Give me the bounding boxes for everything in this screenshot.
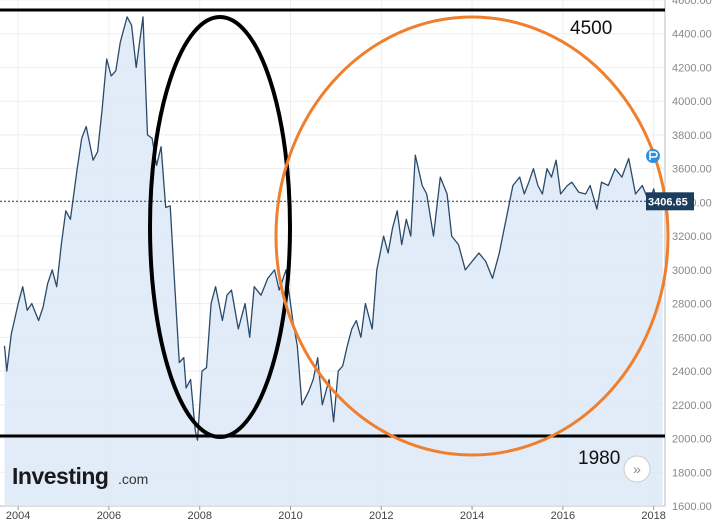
y-tick-label: 2200.00 [672,400,712,412]
y-tick-label: 2000.00 [672,434,712,446]
y-tick-label: 2800.00 [672,299,712,311]
x-tick-label: 2012 [369,510,393,522]
y-tick-label: 4000.00 [672,96,712,108]
y-tick-label: 3200.00 [672,231,712,243]
x-tick-label: 2016 [551,510,575,522]
investing-logo: Investing .com [12,463,148,489]
y-tick-label: 4400.00 [672,29,712,41]
x-tick-label: 2004 [6,510,30,522]
y-tick-label: 3000.00 [672,265,712,277]
y-tick-label: 3600.00 [672,164,712,176]
y-tick-label: 4200.00 [672,62,712,74]
current-price-tag: 3406.65 [646,192,694,211]
double-chevron-right-icon[interactable] [623,455,651,483]
logo-suffix: .com [118,471,148,487]
annotation-1980: 1980 [578,448,620,469]
expand-label: » [633,461,641,477]
x-tick-label: 2014 [460,510,484,522]
y-tick-label: 2400.00 [672,366,712,378]
series-area-fill [4,16,663,507]
series-area [4,16,663,507]
annotation-layer [0,8,670,457]
expand-button[interactable]: » [623,455,651,483]
x-tick-label: 2008 [187,510,211,522]
price-tag-box [646,192,694,211]
annotation-ellipse-orange [274,15,670,457]
x-tick-label: 2018 [641,510,665,522]
x-tick-label: 2010 [278,510,302,522]
y-tick-label: 1800.00 [672,467,712,479]
blue-dot-icon [646,149,660,163]
y-tick-label: 3800.00 [672,130,712,142]
logo-wordmark: Investing [12,463,108,489]
annotation-4500: 4500 [570,18,612,39]
price-tag-label: 3406.65 [648,196,688,208]
y-tick-label: 2600.00 [672,332,712,344]
y-tick-label: 4600.00 [672,0,712,7]
x-axis: 2004 2006 2008 2010 2012 2014 2016 2018 [6,506,666,522]
annotation-ellipse-black [148,15,292,439]
y-axis: 1600.00 1800.00 2000.00 2200.00 2400.00 2600.… [672,0,712,513]
x-tick-label: 2006 [97,510,121,522]
y-tick-label: 1600.00 [672,501,712,513]
